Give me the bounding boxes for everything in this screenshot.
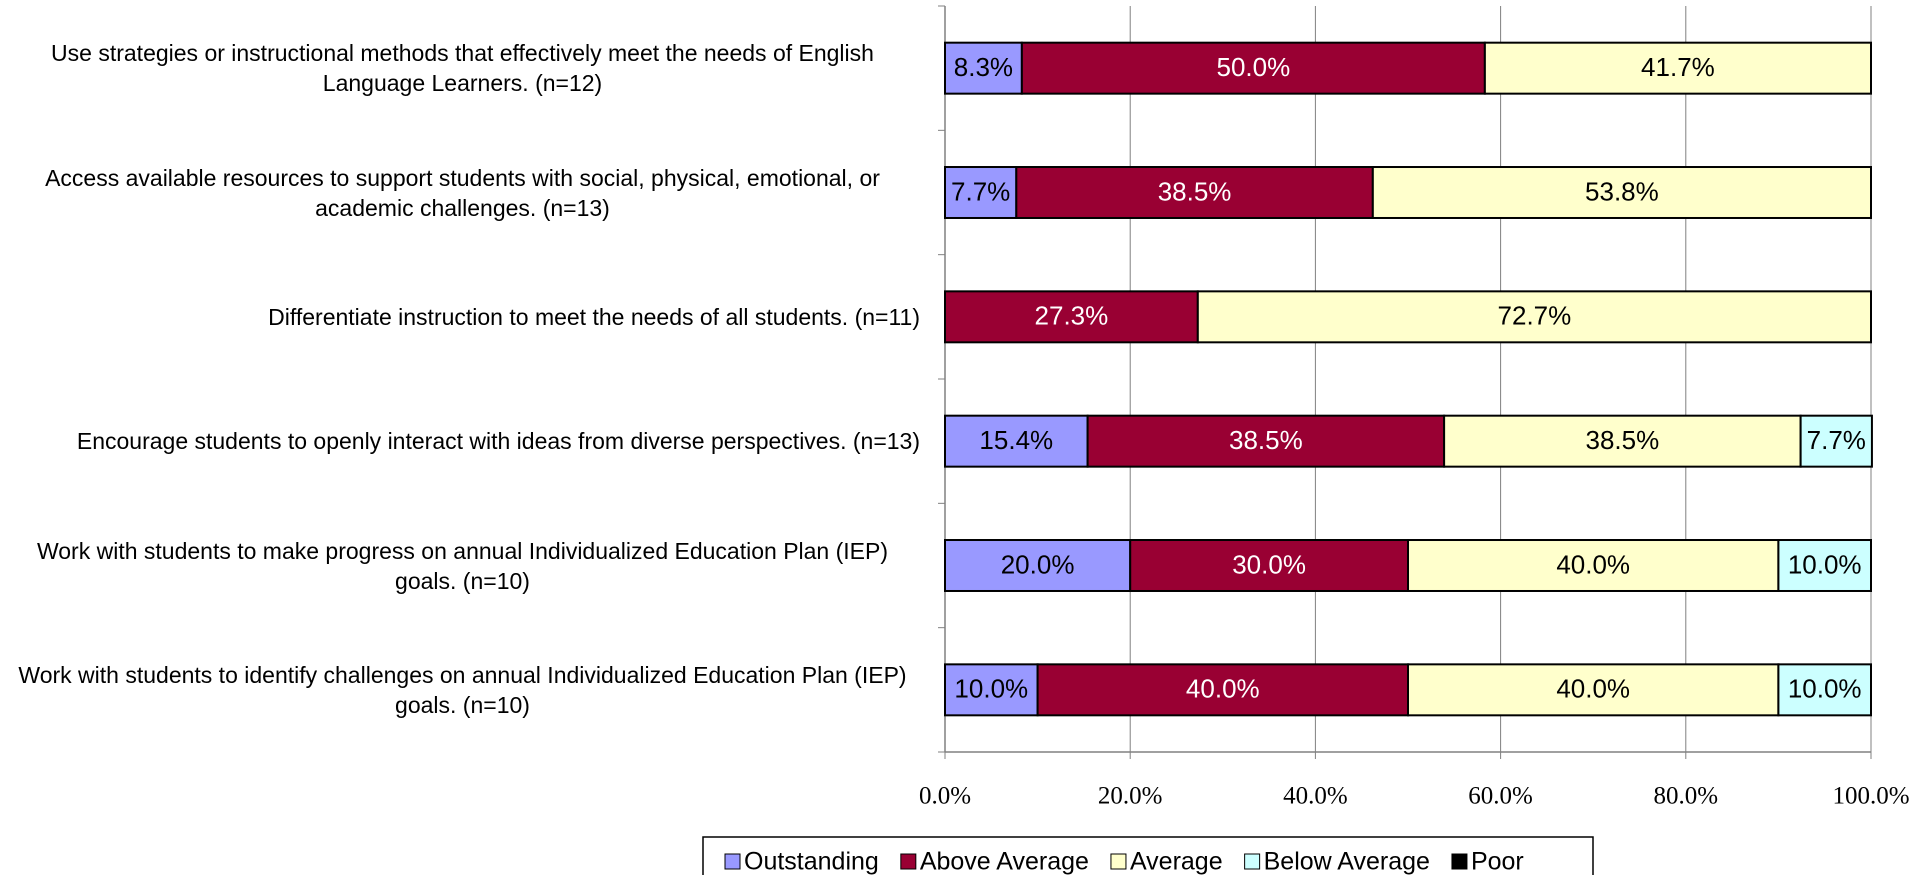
data-label: 38.5%	[1586, 425, 1660, 455]
data-label: 50.0%	[1216, 52, 1290, 82]
data-label: 15.4%	[979, 425, 1053, 455]
data-label: 7.7%	[951, 176, 1010, 206]
data-label: 53.8%	[1585, 176, 1659, 206]
data-label: 20.0%	[1001, 549, 1075, 579]
bar-segment	[1015, 166, 1374, 219]
category-label-text: Differentiate instruction to meet the ne…	[268, 303, 920, 330]
data-label: 40.0%	[1556, 549, 1630, 579]
bar-segment	[944, 539, 1132, 592]
category-label: Work with students to identify challenge…	[5, 660, 920, 720]
data-label: 38.5%	[1229, 425, 1303, 455]
bar-segment	[1407, 539, 1780, 592]
bar-segment	[944, 414, 1089, 468]
legend-label: Above Average	[920, 848, 1089, 875]
data-label: 40.0%	[1556, 674, 1630, 704]
legend-swatch	[1110, 853, 1127, 870]
legend-swatch	[900, 853, 917, 870]
category-label-text: Work with students to identify challenge…	[18, 661, 907, 718]
bar-segment	[944, 290, 1199, 344]
category-label-text: Use strategies or instructional methods …	[51, 40, 874, 97]
category-label: Use strategies or instructional methods …	[5, 38, 920, 98]
category-label-text: Encourage students to openly interact wi…	[76, 428, 920, 455]
legend-swatch	[1244, 853, 1261, 870]
x-tick-label: 100.0%	[1832, 783, 1909, 810]
category-label: Access available resources to support st…	[5, 163, 920, 223]
x-tick-label: 60.0%	[1468, 783, 1533, 810]
legend-label: Below Average	[1264, 848, 1430, 875]
x-tick-label: 40.0%	[1283, 783, 1348, 810]
bar-segment	[944, 166, 1018, 219]
data-label: 41.7%	[1641, 52, 1715, 82]
category-label-text: Work with students to make progress on a…	[36, 537, 889, 594]
bar-segment	[1371, 166, 1872, 219]
data-label: 38.5%	[1158, 176, 1232, 206]
bar-segment	[1196, 290, 1872, 344]
legend-label: Outstanding	[744, 848, 879, 875]
legend-label: Average	[1130, 848, 1223, 875]
data-label: 40.0%	[1186, 674, 1260, 704]
category-label-text: Access available resources to support st…	[45, 164, 880, 221]
data-label: 8.3%	[954, 52, 1013, 82]
x-tick-label: 0.0%	[919, 783, 971, 810]
legend-box	[702, 836, 1594, 875]
category-label: Differentiate instruction to meet the ne…	[268, 302, 920, 332]
bar-segment	[1443, 414, 1802, 468]
data-label: 72.7%	[1498, 301, 1572, 331]
data-label: 10.0%	[1788, 674, 1862, 704]
legend-label: Poor	[1471, 848, 1524, 875]
x-tick-label: 80.0%	[1654, 783, 1719, 810]
legend-swatch	[1451, 853, 1468, 870]
bar-segment	[1407, 663, 1780, 717]
bar-segment	[1020, 41, 1486, 95]
data-label: 10.0%	[954, 674, 1028, 704]
bar-segment	[1799, 414, 1873, 468]
x-tick-label: 20.0%	[1098, 783, 1163, 810]
data-label: 27.3%	[1035, 301, 1109, 331]
bar-segment	[1036, 663, 1409, 717]
bar-segment	[1483, 41, 1873, 95]
category-label: Encourage students to openly interact wi…	[77, 426, 920, 456]
data-label: 10.0%	[1788, 549, 1862, 579]
bar-segment	[1777, 663, 1873, 717]
data-label: 7.7%	[1807, 425, 1866, 455]
bar-segment	[1777, 539, 1873, 592]
bar-segment	[944, 41, 1023, 95]
data-label: 30.0%	[1232, 549, 1306, 579]
legend-swatch	[724, 853, 741, 870]
category-label: Work with students to make progress on a…	[5, 536, 920, 596]
